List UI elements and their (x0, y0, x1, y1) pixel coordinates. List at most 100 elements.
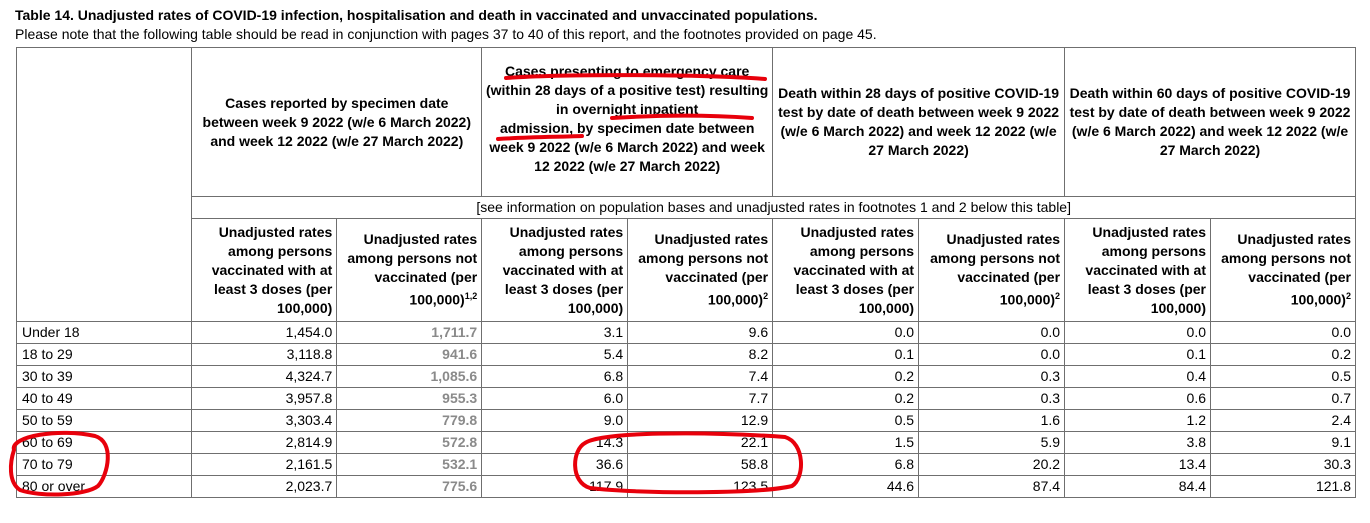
age-group-label: 18 to 29 (15, 343, 193, 366)
rate-cell: 0.1 (1064, 343, 1211, 366)
rate-cell: 0.6 (1064, 387, 1211, 410)
group-header-death-28: Death within 28 days of positive COVID-1… (772, 47, 1066, 197)
rate-cell: 1,085.6 (336, 365, 483, 388)
rate-cell: 20.2 (918, 453, 1066, 476)
rate-cell: 4,324.7 (191, 365, 338, 388)
rate-cell: 0.2 (772, 387, 920, 410)
rate-cell: 1.6 (918, 409, 1066, 432)
subheader-text: Unadjusted rates among persons not vacci… (930, 231, 1061, 308)
rate-cell: 3,303.4 (191, 409, 338, 432)
rate-cell: 5.4 (481, 343, 629, 366)
table-subtitle: Please note that the following table sho… (15, 26, 877, 42)
rate-cell: 572.8 (336, 431, 483, 454)
admission-label: admission (499, 120, 570, 136)
data-table: Cases reported by specimen date between … (15, 47, 1356, 498)
table-row: 70 to 79 2,161.5 532.1 36.6 58.8 6.8 20.2 13.4 3… (15, 453, 1356, 476)
rate-cell: 3,118.8 (191, 343, 338, 366)
subheader-cell: Unadjusted rates among persons not vacci… (336, 218, 483, 322)
rate-cell: 0.7 (1210, 387, 1356, 410)
rate-cell: 0.5 (772, 409, 920, 432)
rate-cell: 0.0 (1064, 321, 1211, 344)
rate-cell: 117.9 (481, 475, 629, 498)
overnight-inpatient-label: overnight inpatient (572, 101, 699, 117)
rate-cell: 0.0 (1210, 321, 1356, 344)
subheader-cell: Unadjusted rates among persons vaccinate… (191, 218, 338, 322)
rate-cell: 9.6 (627, 321, 774, 344)
group-header-emergency: Cases presenting to emergency care (with… (481, 47, 774, 197)
subheader-cell: Unadjusted rates among persons vaccinate… (481, 218, 629, 322)
rate-cell: 955.3 (336, 387, 483, 410)
rate-cell: 1.2 (1064, 409, 1211, 432)
rate-cell: 1,454.0 (191, 321, 338, 344)
subheader-text: Unadjusted rates among persons vaccinate… (1085, 223, 1206, 316)
group-header-row: Cases reported by specimen date between … (15, 47, 1356, 322)
rate-cell: 2,023.7 (191, 475, 338, 498)
rate-cell: 2,161.5 (191, 453, 338, 476)
rate-cell: 0.0 (772, 321, 920, 344)
subheader-cell: Unadjusted rates among persons not vacci… (627, 218, 774, 322)
corner-cell (15, 47, 193, 322)
rate-cell: 12.9 (627, 409, 774, 432)
population-note: [see information on population bases and… (191, 196, 1356, 219)
rate-cell: 2.4 (1210, 409, 1356, 432)
rate-cell: 0.4 (1064, 365, 1211, 388)
rate-cell: 44.6 (772, 475, 920, 498)
rate-cell: 121.8 (1210, 475, 1356, 498)
rate-cell: 30.3 (1210, 453, 1356, 476)
rate-cell: 14.3 (481, 431, 629, 454)
emergency-care-label: Cases presenting to emergency care (505, 63, 750, 79)
footnote-marker: 2 (1055, 291, 1061, 302)
footnote-marker: 1,2 (464, 291, 478, 302)
rate-cell: 2,814.9 (191, 431, 338, 454)
group-header-death-60: Death within 60 days of positive COVID-1… (1064, 47, 1356, 197)
subheader-cell: Unadjusted rates among persons vaccinate… (1064, 218, 1211, 322)
rate-cell: 6.8 (772, 453, 920, 476)
rate-cell: 22.1 (627, 431, 774, 454)
rate-cell: 0.0 (918, 321, 1066, 344)
rate-cell: 7.4 (627, 365, 774, 388)
rate-cell: 8.2 (627, 343, 774, 366)
rate-cell: 84.4 (1064, 475, 1211, 498)
rate-cell: 9.1 (1210, 431, 1356, 454)
rate-cell: 5.9 (918, 431, 1066, 454)
subheader-text: Unadjusted rates among persons not vacci… (347, 231, 478, 308)
table-row: 40 to 49 3,957.8 955.3 6.0 7.7 0.2 0.3 0.6 0.7 (15, 387, 1356, 410)
subheader-text: Unadjusted rates among persons vaccinate… (211, 223, 333, 316)
age-group-label: 80 or over (15, 475, 193, 498)
rate-cell: 775.6 (336, 475, 483, 498)
age-group-label: 40 to 49 (15, 387, 193, 410)
rate-cell: 58.8 (627, 453, 774, 476)
rate-cell: 1.5 (772, 431, 920, 454)
rate-cell: 1,711.7 (336, 321, 483, 344)
rate-cell: 0.5 (1210, 365, 1356, 388)
rate-cell: 6.0 (481, 387, 629, 410)
rate-cell: 13.4 (1064, 453, 1211, 476)
rate-cell: 6.8 (481, 365, 629, 388)
table-title: Table 14. Unadjusted rates of COVID-19 i… (15, 7, 818, 23)
table-row: 18 to 29 3,118.8 941.6 5.4 8.2 0.1 0.0 0.1 0.2 (15, 343, 1356, 366)
rate-cell: 3.8 (1064, 431, 1211, 454)
footnote-marker: 2 (1345, 291, 1351, 302)
rate-cell: 941.6 (336, 343, 483, 366)
subheader-row: Unadjusted rates among persons vaccinate… (17, 218, 1356, 322)
rate-cell: 532.1 (336, 453, 483, 476)
group-header-cases: Cases reported by specimen date between … (191, 47, 483, 197)
subheader-cell: Unadjusted rates among persons not vacci… (1210, 218, 1356, 322)
rate-cell: 3,957.8 (191, 387, 338, 410)
rate-cell: 0.2 (772, 365, 920, 388)
subheader-text: Unadjusted rates among persons vaccinate… (502, 223, 624, 316)
table-row: 30 to 39 4,324.7 1,085.6 6.8 7.4 0.2 0.3 0.4 0.5 (15, 365, 1356, 388)
rate-cell: 0.1 (772, 343, 920, 366)
subheader-text: Unadjusted rates among persons not vacci… (1221, 231, 1351, 308)
rate-cell: 0.3 (918, 365, 1066, 388)
age-group-label: 60 to 69 (15, 431, 193, 454)
subheader-text: Unadjusted rates among persons not vacci… (638, 231, 769, 308)
subheader-cell: Unadjusted rates among persons vaccinate… (772, 218, 920, 322)
table-row: 50 to 59 3,303.4 779.8 9.0 12.9 0.5 1.6 1.2 2.4 (15, 409, 1356, 432)
rate-cell: 123.5 (627, 475, 774, 498)
emergency-label-part: (within 28 days of a positive test) resu… (485, 82, 769, 117)
age-group-label: 50 to 59 (15, 409, 193, 432)
table-row: Under 18 1,454.0 1,711.7 3.1 9.6 0.0 0.0 0.0 0.0 (15, 321, 1356, 344)
age-group-label: 30 to 39 (15, 365, 193, 388)
rate-cell: 779.8 (336, 409, 483, 432)
